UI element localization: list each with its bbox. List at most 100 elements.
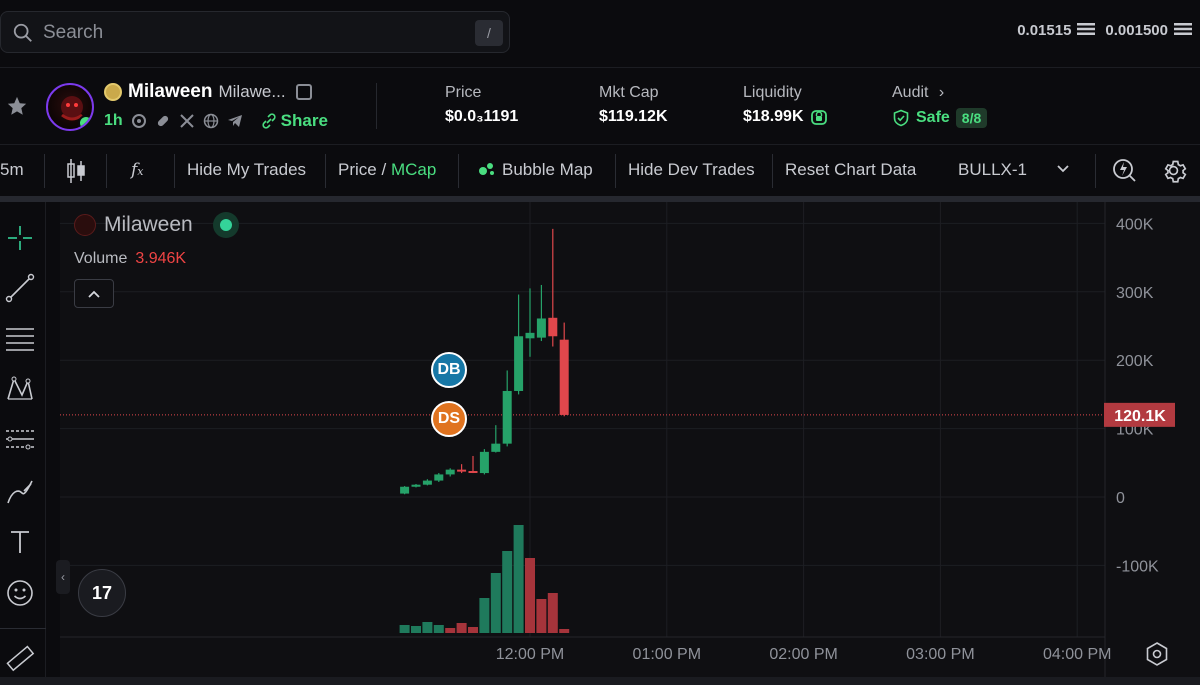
audit-score: 8/8	[955, 108, 988, 128]
chart-legend: Milaween	[74, 212, 239, 238]
lightning-search-icon[interactable]	[1112, 156, 1138, 184]
dev-buy-marker[interactable]: DB	[431, 352, 467, 388]
reset-chart-data-button[interactable]: Reset Chart Data	[785, 160, 917, 179]
chevron-right-icon: ›	[938, 84, 945, 101]
share-button[interactable]: Share	[261, 111, 328, 131]
chart-toolbar: 5m fx Hide My Trades Price / MCap Bubble…	[0, 146, 1200, 196]
token-name: Milawe...	[218, 82, 286, 101]
dev-sell-marker[interactable]: DS	[431, 401, 467, 437]
audit-stat[interactable]: Audit › Safe 8/8	[892, 84, 988, 128]
drawing-toolbar	[0, 202, 46, 685]
volume-bar	[479, 598, 490, 633]
collapse-legend-button[interactable]	[74, 279, 114, 308]
search-icon	[13, 23, 32, 42]
y-tick-label: 400K	[1116, 216, 1154, 233]
sol-balance[interactable]: 0.01515	[1017, 22, 1096, 39]
mcap-label: Mkt Cap	[599, 84, 659, 101]
telegram-icon[interactable]	[227, 113, 243, 129]
verified-badge-icon	[104, 83, 122, 101]
sol-balance-value: 0.01515	[1017, 22, 1072, 39]
volume-bar	[411, 626, 421, 633]
toolbar-divider	[325, 154, 326, 188]
hide-dev-trades-button[interactable]: Hide Dev Trades	[628, 160, 755, 179]
toolbar-divider	[174, 154, 175, 188]
x-twitter-icon[interactable]	[179, 113, 195, 129]
hide-my-trades-button[interactable]: Hide My Trades	[187, 160, 307, 179]
y-tick-label: 0	[1116, 490, 1125, 507]
other-balance[interactable]: 0.001500	[1105, 22, 1192, 39]
status-dot-icon	[212, 212, 239, 238]
other-balance-value: 0.001500	[1105, 22, 1168, 39]
price-chart[interactable]: 400K 300K 200K 100K 0 -100K 12:00 PM 01:00 PM 02…	[60, 202, 1200, 685]
price-mcap-toggle[interactable]: Price / MCap	[338, 160, 436, 180]
text-tool-icon[interactable]	[4, 526, 36, 558]
volume-bar	[433, 625, 444, 633]
candle-body	[536, 318, 546, 338]
volume-bar	[547, 593, 558, 633]
toolbar-divider	[106, 154, 107, 188]
legend-avatar	[74, 214, 96, 236]
candle-body	[491, 443, 501, 452]
globe-icon[interactable]	[203, 113, 219, 129]
token-header: Milaween Milawe... 1h Share Price $0.0₃1…	[0, 69, 1200, 145]
chart-settings-icon[interactable]	[1144, 641, 1170, 667]
price-label: Price	[445, 84, 482, 101]
candle-body	[422, 480, 432, 485]
candle-body	[525, 332, 535, 339]
volume-bar	[445, 628, 456, 633]
header-divider	[376, 83, 377, 129]
toolbar-divider	[458, 154, 459, 188]
mcap-value: $119.12K	[599, 108, 668, 125]
lock-icon	[810, 110, 827, 125]
current-value-badge	[1104, 402, 1175, 427]
fib-levels-icon[interactable]	[4, 424, 36, 456]
candles-icon[interactable]	[66, 158, 86, 184]
bubble-map-button[interactable]: Bubble Map	[478, 160, 593, 180]
ruler-icon[interactable]	[4, 642, 36, 674]
interval-button[interactable]: 5m	[0, 160, 24, 179]
candle-body	[411, 484, 421, 487]
indicators-icon[interactable]: fx	[131, 160, 144, 180]
volume-legend: Volume 3.946K	[74, 250, 186, 268]
chevron-down-icon[interactable]	[1056, 164, 1070, 174]
volume-bar	[456, 623, 467, 633]
x-tick-label: 03:00 PM	[906, 646, 974, 663]
chart-source-select[interactable]: BULLX-1	[958, 160, 1027, 179]
copy-icon[interactable]	[295, 84, 312, 100]
search-placeholder: Search	[43, 22, 104, 43]
tradingview-logo[interactable]: 17	[78, 569, 126, 617]
candle-body	[502, 390, 512, 444]
bubbles-icon	[479, 163, 494, 175]
token-title: Milaween Milawe...	[104, 81, 312, 103]
emoji-icon[interactable]	[4, 577, 36, 609]
volume-label: Volume	[74, 250, 128, 267]
brush-icon[interactable]	[4, 475, 36, 507]
audit-label: Audit	[892, 84, 929, 101]
x-tick-label: 02:00 PM	[769, 646, 837, 663]
x-tick-label: 01:00 PM	[633, 646, 701, 663]
bottom-drag-handle[interactable]	[0, 677, 1200, 685]
y-tick-label: -100K	[1116, 558, 1159, 575]
solana-icon	[1077, 23, 1096, 35]
horizontal-lines-icon[interactable]	[4, 323, 36, 355]
price-stat: Price $0.0₃1191	[445, 84, 518, 126]
search-shortcut-key: /	[475, 20, 503, 46]
chevron-up-icon	[88, 290, 100, 298]
trend-line-icon[interactable]	[4, 272, 36, 304]
crosshair-icon[interactable]	[4, 222, 36, 254]
pattern-icon[interactable]	[4, 373, 36, 405]
audit-safe: Safe	[916, 109, 950, 126]
target-icon[interactable]	[131, 113, 147, 129]
pill-icon[interactable]	[155, 113, 171, 129]
share-label: Share	[280, 111, 328, 130]
star-icon[interactable]	[6, 95, 28, 117]
stack-icon	[1174, 23, 1192, 35]
toolbar-divider	[772, 154, 773, 188]
volume-value: 3.946K	[135, 250, 187, 267]
liquidity-row: $18.99K	[743, 108, 828, 126]
collapse-toolbar-button[interactable]: ‹	[56, 560, 70, 594]
volume-bar	[502, 551, 513, 633]
search-box[interactable]: Search /	[0, 11, 510, 53]
gear-icon[interactable]	[1160, 157, 1187, 184]
